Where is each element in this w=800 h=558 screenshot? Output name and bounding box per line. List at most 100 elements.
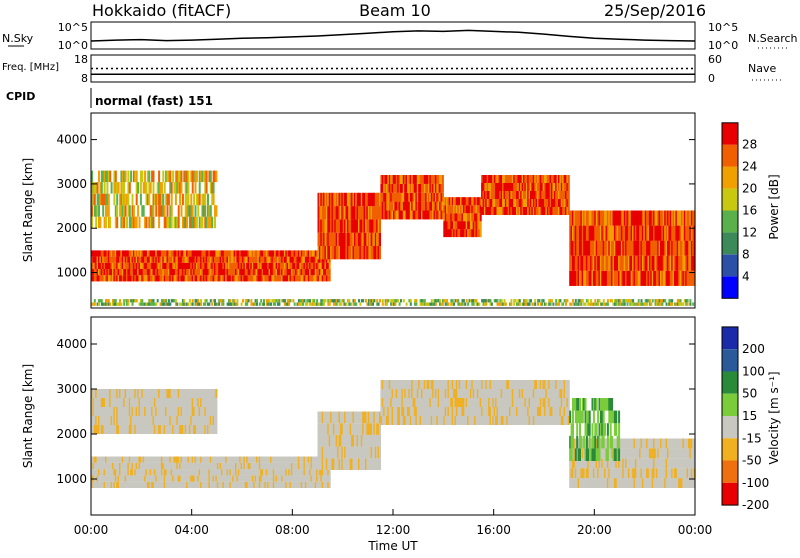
power-echo-cell (309, 299, 311, 302)
power-echo-cell (153, 299, 155, 302)
power-echo-cell (365, 299, 367, 302)
power-echo-cell (146, 182, 148, 194)
power-echo-cell (188, 194, 190, 206)
power-echo-cell (172, 171, 174, 183)
power-echo-cell (98, 171, 100, 183)
power-echo-cell (199, 194, 201, 206)
noise-left-tick-top: 10^5 (58, 21, 88, 34)
power-echo-cell (476, 299, 478, 302)
power-echo-cell (624, 303, 626, 306)
power-echo-cell (513, 303, 515, 306)
power-echo-cell (480, 221, 482, 229)
power-echo-cell (572, 299, 574, 302)
power-echo-cell (529, 303, 531, 306)
power-echo-cell (582, 299, 584, 302)
power-echo-cell (165, 299, 167, 302)
power-echo-cell (680, 299, 682, 302)
power-echo-cell (348, 299, 350, 302)
power-echo-cell (304, 299, 306, 302)
power-echo-cell (215, 171, 217, 183)
power-echo-cell (164, 182, 166, 194)
velocity-echo-cell (215, 398, 217, 407)
power-echo-cell (148, 194, 150, 206)
power-echo-cell (210, 205, 212, 217)
cpid-label: CPID (6, 90, 35, 103)
power-echo-cell (397, 299, 399, 302)
power-echo-cell (188, 182, 190, 194)
power-echo-cell (313, 299, 315, 302)
power-echo-cell (689, 303, 691, 306)
power-echo-cell (497, 299, 499, 302)
power-echo-cell (424, 299, 426, 302)
power-echo-cell (130, 171, 132, 183)
power-echo-cell (504, 299, 506, 302)
power-echo-cell (143, 205, 145, 217)
power-ytick-label: 3000 (56, 177, 87, 191)
power-echo-cell (467, 303, 469, 306)
frequency-panel: Freq. [MHz] 18 8 60 0 Nave (2, 53, 782, 85)
power-echo-cell (376, 299, 378, 302)
power-echo-cell (530, 299, 532, 302)
power-echo-cell (491, 303, 493, 306)
power-echo-cell (485, 303, 487, 306)
power-echo-cell (202, 217, 204, 229)
power-echo-band (91, 299, 694, 306)
power-echo-cell (188, 171, 190, 183)
power-echo-cell (329, 275, 331, 281)
power-echo-cell (111, 182, 113, 194)
power-echo-cell (236, 303, 238, 306)
power-echo-cell (453, 303, 455, 306)
power-echo-cell (248, 299, 250, 302)
velocity-echo-cell (215, 425, 217, 434)
power-echo-cell (373, 299, 375, 302)
power-echo-cell (127, 303, 129, 306)
noise-panel: N.Sky 10^5 10^0 10^5 10^0 N.Search (2, 21, 798, 52)
power-colorbar-tick-label: 24 (742, 160, 757, 174)
power-echo-cell (559, 299, 561, 302)
power-echo-cell (250, 299, 252, 302)
power-ytick-label: 2000 (56, 221, 87, 235)
noise-right-tick-bottom: 10^0 (708, 39, 738, 52)
power-echo-cell (116, 194, 118, 206)
power-echo-cell (354, 299, 356, 302)
power-echo-cell (687, 299, 689, 302)
power-echo-cell (141, 171, 143, 183)
power-echo-cell (108, 205, 110, 217)
power-echo-cell (534, 299, 536, 302)
power-echo-cell (196, 217, 198, 229)
power-echo-cell (123, 217, 125, 229)
power-echo-cell (126, 217, 128, 229)
velocity-echo-band (318, 412, 382, 471)
power-echo-cell (568, 183, 570, 191)
power-echo-cell (204, 303, 206, 306)
power-echo-cell (222, 299, 224, 302)
power-echo-cell (137, 205, 139, 217)
power-echo-cell (188, 303, 190, 306)
power-echo-cell (585, 303, 587, 306)
power-echo-cell (218, 303, 220, 306)
power-echo-cell (195, 182, 197, 194)
power-echo-cell (372, 303, 374, 306)
power-echo-cell (140, 194, 142, 206)
power-ytick-label: 1000 (56, 266, 87, 280)
noise-right-tick-top: 10^5 (708, 21, 738, 34)
power-echo-cell (403, 299, 405, 302)
power-echo-cell (127, 299, 129, 302)
noise-left-label: N.Sky (2, 32, 34, 45)
power-echo-cell (155, 303, 157, 306)
power-echo-cell (206, 299, 208, 302)
power-echo-cell (214, 217, 216, 229)
velocity-echo-cell (215, 407, 217, 416)
power-echo-cell (435, 303, 437, 306)
power-echo-cell (534, 303, 536, 306)
power-echo-cell (594, 299, 596, 302)
power-colorbar-segment (722, 189, 738, 211)
power-echo-cell (568, 191, 570, 199)
power-echo-cell (671, 303, 673, 306)
power-colorbar-segment (722, 123, 738, 145)
velocity-echo-cell (329, 482, 331, 488)
power-echo-cell (362, 299, 364, 302)
power-echo-cell (98, 303, 100, 306)
